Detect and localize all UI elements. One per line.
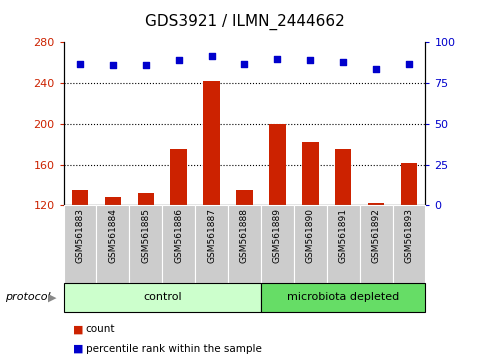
Point <box>76 61 84 67</box>
Bar <box>367 203 384 205</box>
Point <box>339 59 346 65</box>
Point <box>142 62 149 68</box>
Bar <box>302 142 318 205</box>
Text: GSM561883: GSM561883 <box>75 208 84 263</box>
Bar <box>63 283 261 312</box>
Bar <box>227 205 261 283</box>
Bar <box>203 81 220 205</box>
Point <box>371 66 379 72</box>
Bar <box>261 283 425 312</box>
Bar <box>170 149 186 205</box>
Text: GSM561889: GSM561889 <box>272 208 281 263</box>
Bar <box>392 205 425 283</box>
Text: count: count <box>85 324 115 334</box>
Text: ■: ■ <box>73 344 83 354</box>
Bar <box>129 205 162 283</box>
Bar <box>261 205 293 283</box>
Text: GSM561890: GSM561890 <box>305 208 314 263</box>
Text: microbiota depleted: microbiota depleted <box>286 292 399 302</box>
Text: GSM561886: GSM561886 <box>174 208 183 263</box>
Text: control: control <box>142 292 181 302</box>
Bar <box>96 205 129 283</box>
Text: GDS3921 / ILMN_2444662: GDS3921 / ILMN_2444662 <box>144 14 344 30</box>
Point <box>306 58 314 63</box>
Bar <box>326 205 359 283</box>
Text: ■: ■ <box>73 324 83 334</box>
Bar <box>137 193 154 205</box>
Bar <box>195 205 227 283</box>
Point <box>109 62 117 68</box>
Bar <box>293 205 326 283</box>
Bar <box>104 197 121 205</box>
Text: GSM561888: GSM561888 <box>240 208 248 263</box>
Bar <box>236 190 252 205</box>
Bar <box>162 205 195 283</box>
Text: protocol: protocol <box>5 292 50 302</box>
Bar <box>72 190 88 205</box>
Bar <box>400 162 416 205</box>
Point <box>240 61 248 67</box>
Text: percentile rank within the sample: percentile rank within the sample <box>85 344 261 354</box>
Text: GSM561892: GSM561892 <box>371 208 380 263</box>
Point <box>273 56 281 62</box>
Bar <box>268 124 285 205</box>
Text: GSM561884: GSM561884 <box>108 208 117 263</box>
Text: GSM561885: GSM561885 <box>141 208 150 263</box>
Bar <box>63 205 96 283</box>
Text: GSM561891: GSM561891 <box>338 208 347 263</box>
Point <box>404 61 412 67</box>
Bar <box>334 149 351 205</box>
Text: GSM561887: GSM561887 <box>207 208 216 263</box>
Point <box>174 58 182 63</box>
Text: ▶: ▶ <box>48 292 56 302</box>
Text: GSM561893: GSM561893 <box>404 208 413 263</box>
Bar <box>359 205 392 283</box>
Point <box>207 53 215 58</box>
